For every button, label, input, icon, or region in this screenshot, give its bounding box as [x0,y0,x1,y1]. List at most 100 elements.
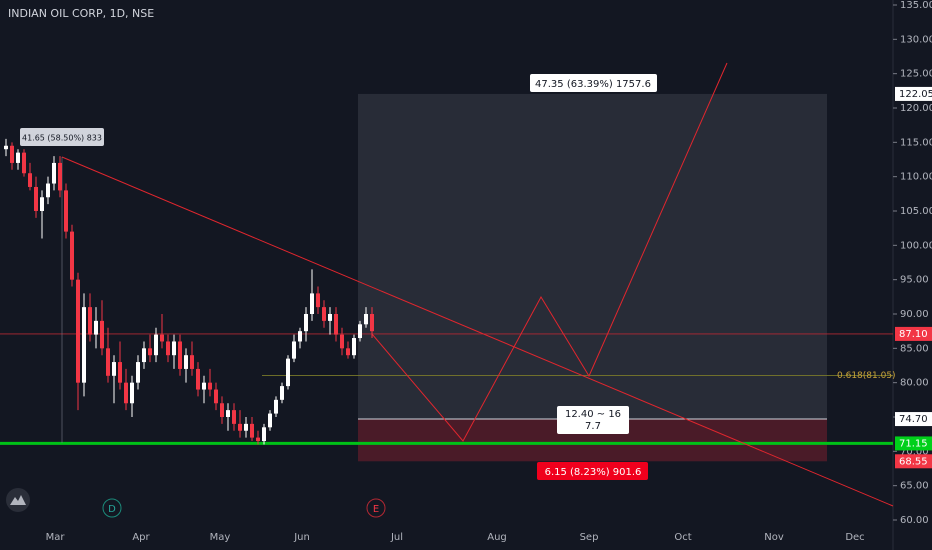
candle-body [316,293,320,308]
candle-body [322,307,326,321]
dividend-marker-label[interactable]: D [108,504,116,515]
candle-body [166,341,170,356]
candle-body [148,348,152,356]
price-tag-label: 74.70 [899,414,928,425]
y-tick-label: 130.00 [900,34,932,45]
target-zone [358,93,827,420]
candle-body [196,368,200,390]
y-tick-label: 125.00 [900,69,932,80]
candle-body [280,386,284,400]
candle-body [346,348,350,356]
candle-body [244,423,248,431]
candle-body [232,410,236,424]
candle-body [340,334,344,349]
candle-body [88,307,92,335]
candle-body [250,423,254,438]
target-label-box [530,74,657,92]
candle-body [328,314,332,321]
symbol-title: INDIAN OIL CORP, 1D, NSE [8,7,154,20]
price-tag-label: 71.15 [899,438,928,449]
y-tick-label: 60.00 [900,515,929,526]
candle-body [124,382,128,404]
y-tick-label: 90.00 [900,309,929,320]
candle-body [142,348,146,363]
y-tick-label: 65.00 [900,481,929,492]
trend-line [61,156,894,507]
x-tick-label: Mar [46,532,66,543]
earnings-marker[interactable] [366,498,386,518]
candle-body [286,358,290,387]
dividend-marker[interactable] [102,498,122,518]
fib-label: 0.618(81.05) [837,371,896,381]
candle-body [46,183,50,198]
y-tick-label: 85.00 [900,343,929,354]
price-tag [895,412,932,427]
x-tick-label: Nov [764,532,784,543]
logo[interactable] [6,488,30,512]
y-tick-label: 135.00 [900,0,932,11]
stop-label-box [537,462,648,480]
candle-body [112,362,116,376]
measure-label: 41.65 (58.50%) 833 [22,134,102,143]
x-tick-label: Jul [390,532,403,543]
candle-body [238,423,242,431]
candle-body [40,197,44,211]
x-tick-label: May [210,532,231,543]
y-tick-label: 80.00 [900,378,929,389]
candle-body [82,307,86,383]
candle-body [10,145,14,163]
x-tick-label: Dec [845,532,864,543]
y-tick-label: 100.00 [900,240,932,251]
y-tick-label: 70.00 [900,446,929,457]
candle-body [214,389,218,404]
candle-body [256,437,260,442]
candle-body [262,427,266,442]
x-tick-label: Apr [132,532,150,543]
candle-body [22,152,26,174]
ratio-sub-label: 7.7 [585,421,601,432]
candle-body [352,338,356,356]
y-tick-label: 105.00 [900,206,932,217]
candle-body [202,382,206,390]
y-tick-label: 95.00 [900,275,929,286]
candle-body [94,320,98,335]
candle-body [274,399,278,414]
candle-body [178,341,182,369]
candle-body [28,173,32,187]
candle-body [136,362,140,383]
price-tag-label: 68.55 [899,456,928,467]
y-tick-label: 120.00 [900,103,932,114]
candle-body [34,186,38,211]
candle-body [154,334,158,356]
candle-body [52,162,56,184]
candle-body [304,314,308,332]
candle-body [106,348,110,376]
candle-body [184,355,188,369]
candle-body [70,231,74,280]
price-tag [895,454,932,469]
y-tick-label: 115.00 [900,137,932,148]
candle-body [160,334,164,342]
candle-body [358,324,362,339]
candle-body [334,314,338,335]
price-tag-label: 87.10 [899,329,928,340]
price-tag [895,436,932,451]
earnings-marker-label[interactable]: E [373,504,379,515]
candle-body [226,410,230,417]
ratio-label: 12.40 ~ 16 [565,409,621,420]
candle-body [268,413,272,428]
candle-body [64,190,68,232]
x-tick-label: Aug [487,532,507,543]
logo-icon [10,495,26,505]
candle-body [76,279,80,383]
candle-body [130,382,134,404]
candle-body [310,293,314,314]
candle-body [292,341,296,359]
x-tick-label: Jun [293,532,310,543]
ratio-box [557,406,629,434]
price-tag [895,326,932,341]
candle-body [208,382,212,390]
price-tag-label: 122.05 [899,89,932,100]
candle-body [298,331,302,342]
